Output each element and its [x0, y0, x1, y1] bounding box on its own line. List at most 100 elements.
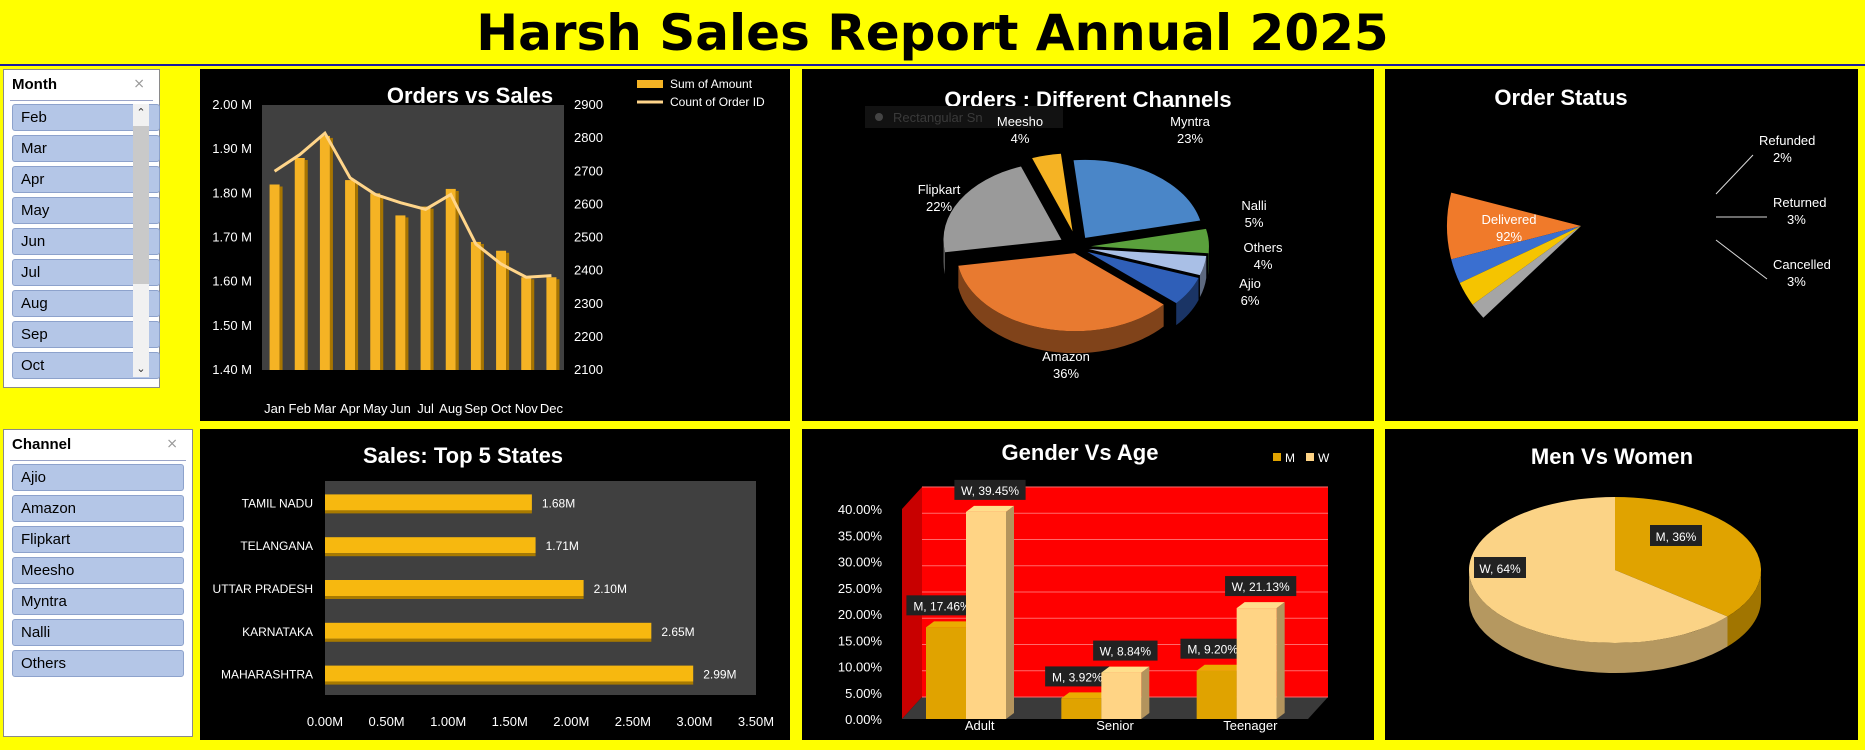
slice-name-others: Others: [1243, 240, 1283, 255]
bar-w-teenager: [1236, 608, 1277, 719]
left-axis-tick: 1.70 M: [212, 230, 252, 245]
channels-panel: Orders : Different Channels Rectangular S…: [802, 69, 1374, 421]
bar-w-adult: [966, 511, 1006, 719]
x-tick-adult: Adult: [965, 718, 995, 733]
x-tick: 2.00M: [553, 714, 589, 729]
value-label-uttar-pradesh: 2.10M: [594, 582, 627, 596]
slice-name-meesho: Meesho: [997, 114, 1043, 129]
scroll-down-icon[interactable]: ⌄: [136, 363, 146, 375]
slice-side-ajio: [1176, 277, 1199, 326]
bar-top: [1101, 666, 1150, 673]
channel-item-amazon[interactable]: Amazon: [12, 495, 184, 522]
bar-shadow: [325, 510, 532, 514]
x-tick-apr: Apr: [340, 401, 361, 416]
bar-tamil-nadu: [325, 494, 532, 511]
slice-amazon: [958, 253, 1164, 332]
right-axis-tick: 2600: [574, 196, 603, 211]
slice-flipkart: [943, 166, 1062, 253]
order-status-panel: Order Status Delivered 92% Cancelled 3% Retur…: [1385, 69, 1858, 421]
slice-label-ajio: 6%: [1241, 293, 1260, 308]
slice-cancelled: [1451, 226, 1581, 284]
x-tick-jan: Jan: [264, 401, 285, 416]
legend-label-amount: Sum of Amount: [670, 77, 753, 91]
slice-name-flipkart: Flipkart: [918, 182, 961, 197]
value-label-telangana: 1.71M: [546, 539, 579, 553]
value-label-tamil-nadu: 1.68M: [542, 496, 575, 510]
scroll-thumb[interactable]: [133, 126, 149, 284]
count-line: [273, 130, 552, 279]
bar-side: [304, 160, 308, 370]
slice-label-others: 4%: [1254, 257, 1273, 272]
x-tick-mar: Mar: [314, 401, 337, 416]
gender-age-bar-chart: Gender Vs Age 40.00% 35.00% 30.00% 25.00% 20.…: [838, 440, 1330, 733]
channel-item-myntra[interactable]: Myntra: [12, 588, 184, 615]
data-label-w: W, 64%: [1479, 562, 1521, 576]
x-tick-aug: Aug: [439, 401, 462, 416]
slicer-divider: [10, 460, 186, 461]
chart-title: Gender Vs Age: [1002, 440, 1159, 465]
channel-item-others[interactable]: Others: [12, 650, 184, 677]
bar-side: [1006, 505, 1014, 719]
left-axis-tick: 1.90 M: [212, 141, 252, 156]
data-label-box: [1474, 557, 1526, 578]
clear-filter-icon[interactable]: ⨯: [166, 435, 178, 451]
slicer-divider: [10, 100, 153, 101]
slice-label-amazon: 36%: [1053, 366, 1079, 381]
slice-side-m: [1727, 570, 1761, 647]
slice-ajio: [1087, 251, 1199, 304]
y-tick: 15.00%: [838, 633, 883, 648]
data-label-m-adult: M, 17.46%: [913, 599, 971, 613]
slice-label-myntra: 23%: [1177, 131, 1203, 146]
men-women-panel: Men Vs Women M, 36% W, 64%: [1385, 429, 1858, 740]
bar-shadow: [325, 596, 584, 599]
chart-title: Men Vs Women: [1531, 444, 1693, 469]
slice-side-others: [1199, 256, 1207, 298]
month-slicer[interactable]: Month ⨯ Feb Mar Apr May Jun Jul Aug Sep Oct ⌃ ⌄: [3, 69, 160, 388]
legend-label-w: W: [1318, 451, 1330, 465]
legend-label-m: M: [1285, 451, 1295, 465]
bar-jul: [420, 206, 431, 370]
state-label-maharashtra: MAHARASHTRA: [221, 668, 313, 682]
slice-label-refunded: 2%: [1773, 150, 1792, 165]
slice-returned: [1459, 226, 1581, 305]
bar-side: [1141, 666, 1150, 719]
bar-side: [455, 190, 459, 370]
slice-label-delivered: 92%: [1496, 229, 1522, 244]
bar-feb: [294, 158, 305, 370]
channel-item-flipkart[interactable]: Flipkart: [12, 526, 184, 553]
data-label-box: [1225, 576, 1297, 597]
month-scrollbar[interactable]: ⌃ ⌄: [133, 104, 149, 377]
bar-jun: [395, 215, 406, 370]
channel-item-meesho[interactable]: Meesho: [12, 557, 184, 584]
channel-item-ajio[interactable]: Ajio: [12, 464, 184, 491]
scroll-up-icon[interactable]: ⌃: [136, 107, 146, 119]
legend-swatch-m: [1273, 453, 1281, 461]
state-label-telangana: TELANGANA: [240, 539, 313, 553]
ghost-bullet: [875, 113, 883, 121]
bar-side: [531, 279, 535, 370]
x-tick-jun: Jun: [390, 401, 411, 416]
data-label-box: [1093, 640, 1158, 661]
slice-name-returned: Returned: [1773, 195, 1826, 210]
bar-side: [405, 217, 409, 370]
legend-swatch-w: [1306, 453, 1314, 461]
slice-name-myntra: Myntra: [1170, 114, 1211, 129]
slice-name-ajio: Ajio: [1239, 276, 1261, 291]
right-axis-tick: 2700: [574, 163, 603, 178]
channel-item-nalli[interactable]: Nalli: [12, 619, 184, 646]
gender-age-panel: Gender Vs Age 40.00% 35.00% 30.00% 25.00% 20.…: [802, 429, 1374, 740]
slice-name-nalli: Nalli: [1241, 198, 1266, 213]
x-tick: 3.00M: [676, 714, 712, 729]
channel-slicer[interactable]: Channel ⨯ Ajio Amazon Flipkart Meesho Myntra…: [3, 429, 193, 737]
slice-others: [1088, 249, 1207, 276]
right-axis-tick: 2400: [574, 263, 603, 278]
x-tick: 0.00M: [307, 714, 343, 729]
x-tick: 2.50M: [615, 714, 651, 729]
state-label-uttar-pradesh: UTTAR PRADESH: [213, 582, 313, 596]
bar-side: [1276, 602, 1285, 719]
slice-label-nalli: 5%: [1245, 215, 1264, 230]
slice-label-flipkart: 22%: [926, 199, 952, 214]
left-axis-tick: 1.60 M: [212, 274, 252, 289]
slice-label-returned: 3%: [1787, 212, 1806, 227]
clear-filter-icon[interactable]: ⨯: [133, 75, 145, 91]
